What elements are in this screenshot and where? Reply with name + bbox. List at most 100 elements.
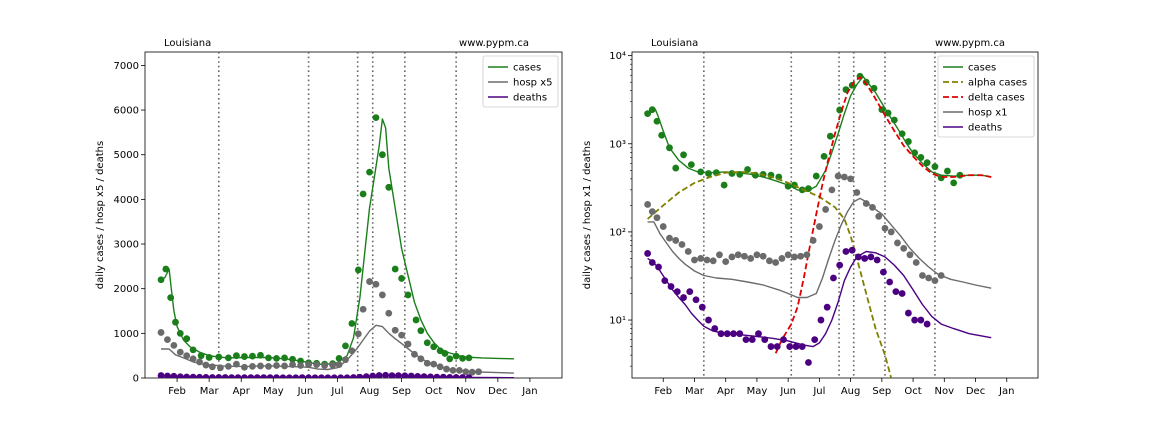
deaths-point: [786, 343, 794, 350]
cases-point: [923, 159, 931, 167]
deaths-point: [661, 277, 669, 285]
x-tick-label: Sep: [392, 386, 411, 397]
cases-point: [672, 164, 680, 172]
hosp-x1-point: [919, 272, 926, 279]
hosp-x5-point: [335, 361, 343, 369]
y-tick-label: 5000: [114, 150, 139, 161]
cases-point: [412, 316, 420, 324]
hosp-x1-point: [778, 255, 786, 262]
hosp-x1-point: [697, 255, 705, 262]
cases-point: [658, 131, 666, 139]
title-right: www.pypm.ca: [459, 38, 529, 49]
delta-cases-line: [774, 76, 992, 354]
deaths-point: [736, 330, 744, 338]
x-tick-label: Feb: [168, 386, 186, 397]
hosp-x1-point: [759, 252, 767, 260]
y-tick-label: 10¹: [609, 316, 626, 327]
cases-line: [160, 118, 514, 365]
x-tick-label: Jul: [812, 386, 825, 397]
legend-label-delta-cases: delta cases: [968, 93, 1025, 104]
legend: cases hosp x5 deaths: [482, 55, 559, 108]
hosp-x5-point: [378, 291, 386, 299]
hosp-x1-point: [797, 252, 805, 260]
hosp-x1-point: [906, 251, 914, 259]
hosp-x1-point: [847, 175, 855, 183]
legend-label-cases: cases: [513, 63, 541, 74]
hosp-x5-point: [354, 330, 362, 338]
hosp-x1-point: [912, 259, 920, 266]
deaths-point: [742, 336, 750, 343]
hosp-x1-point: [862, 200, 870, 207]
x-tick-label: Jun: [779, 386, 796, 397]
deaths-line: [160, 374, 514, 378]
x-tick-label: Jun: [297, 386, 314, 397]
title-left: Louisiana: [164, 38, 211, 49]
cases-point: [342, 342, 349, 350]
deaths-point: [898, 290, 906, 297]
cases-point: [862, 78, 870, 86]
cases-point: [354, 266, 362, 274]
hosp-x1-point: [716, 251, 723, 259]
cases-point: [950, 179, 958, 187]
hosp-x5-point: [170, 342, 178, 349]
y-tick-label: 10⁴: [609, 51, 626, 62]
x-tick-label: Oct: [904, 386, 921, 397]
hosp-x5-point: [157, 329, 165, 336]
hosp-x1-point: [900, 245, 908, 252]
x-tick-label: Apr: [233, 386, 251, 397]
hosp-x1-point: [728, 253, 736, 261]
x-tick-label: Nov: [935, 386, 955, 397]
cases-point: [720, 181, 728, 189]
hosp-x5-point: [404, 340, 412, 348]
hosp-x1-point: [840, 173, 848, 181]
deaths-point: [830, 274, 837, 282]
y-axis-label: daily cases / hosp x1 / deaths: [582, 141, 593, 289]
deaths-point: [842, 248, 850, 255]
legend: cases alpha cases delta cases hosp x1 deaths: [937, 55, 1035, 138]
hosp-x1-point: [659, 223, 667, 230]
deaths-point: [811, 336, 819, 343]
deaths-point: [823, 303, 831, 311]
hosp-x1-point: [684, 248, 692, 255]
hosp-x1-point: [653, 214, 661, 222]
hosp-x5-point: [391, 326, 399, 334]
cases-point: [931, 163, 939, 171]
deaths-point: [773, 343, 781, 350]
deaths-point: [873, 256, 881, 264]
deaths-point: [686, 288, 694, 296]
alpha-cases-line: [647, 171, 893, 378]
deaths-point: [748, 336, 756, 343]
cases-point: [249, 352, 256, 360]
hosp-x5-point: [241, 363, 248, 371]
y-tick-label: 0: [133, 374, 139, 385]
hosp-x1-point: [709, 257, 717, 265]
y-axis-label: daily cases / hosp x5 / deaths: [95, 141, 106, 289]
x-tick-label: Feb: [654, 386, 672, 397]
cases-point: [812, 172, 820, 180]
deaths-point: [867, 253, 875, 261]
cases-point: [728, 170, 736, 177]
y-tick-label: 7000: [114, 61, 139, 72]
x-tick-label: Oct: [425, 386, 442, 397]
hosp-x1-point: [809, 237, 817, 244]
cases-point: [241, 353, 248, 360]
hosp-x5-point: [305, 361, 312, 369]
hosp-x5-point: [359, 305, 367, 313]
hosp-x1-point: [703, 256, 711, 264]
cases-point: [423, 339, 431, 347]
hosp-x1-point: [791, 253, 798, 261]
y-tick-label: 4000: [114, 195, 139, 206]
cases-point: [911, 149, 919, 157]
hosp-x5-point: [329, 361, 337, 369]
y-tick-label: 6000: [114, 106, 139, 117]
deaths-point: [880, 268, 887, 276]
hosp-x5-point: [183, 352, 191, 360]
hosp-x1-point: [822, 206, 830, 213]
hosp-x1-point: [691, 256, 698, 264]
hosp-x1-point: [887, 228, 895, 236]
deaths-point: [692, 296, 700, 304]
cases-point: [348, 320, 356, 327]
hosp-x5-point: [176, 348, 184, 356]
cases-point: [372, 114, 380, 122]
